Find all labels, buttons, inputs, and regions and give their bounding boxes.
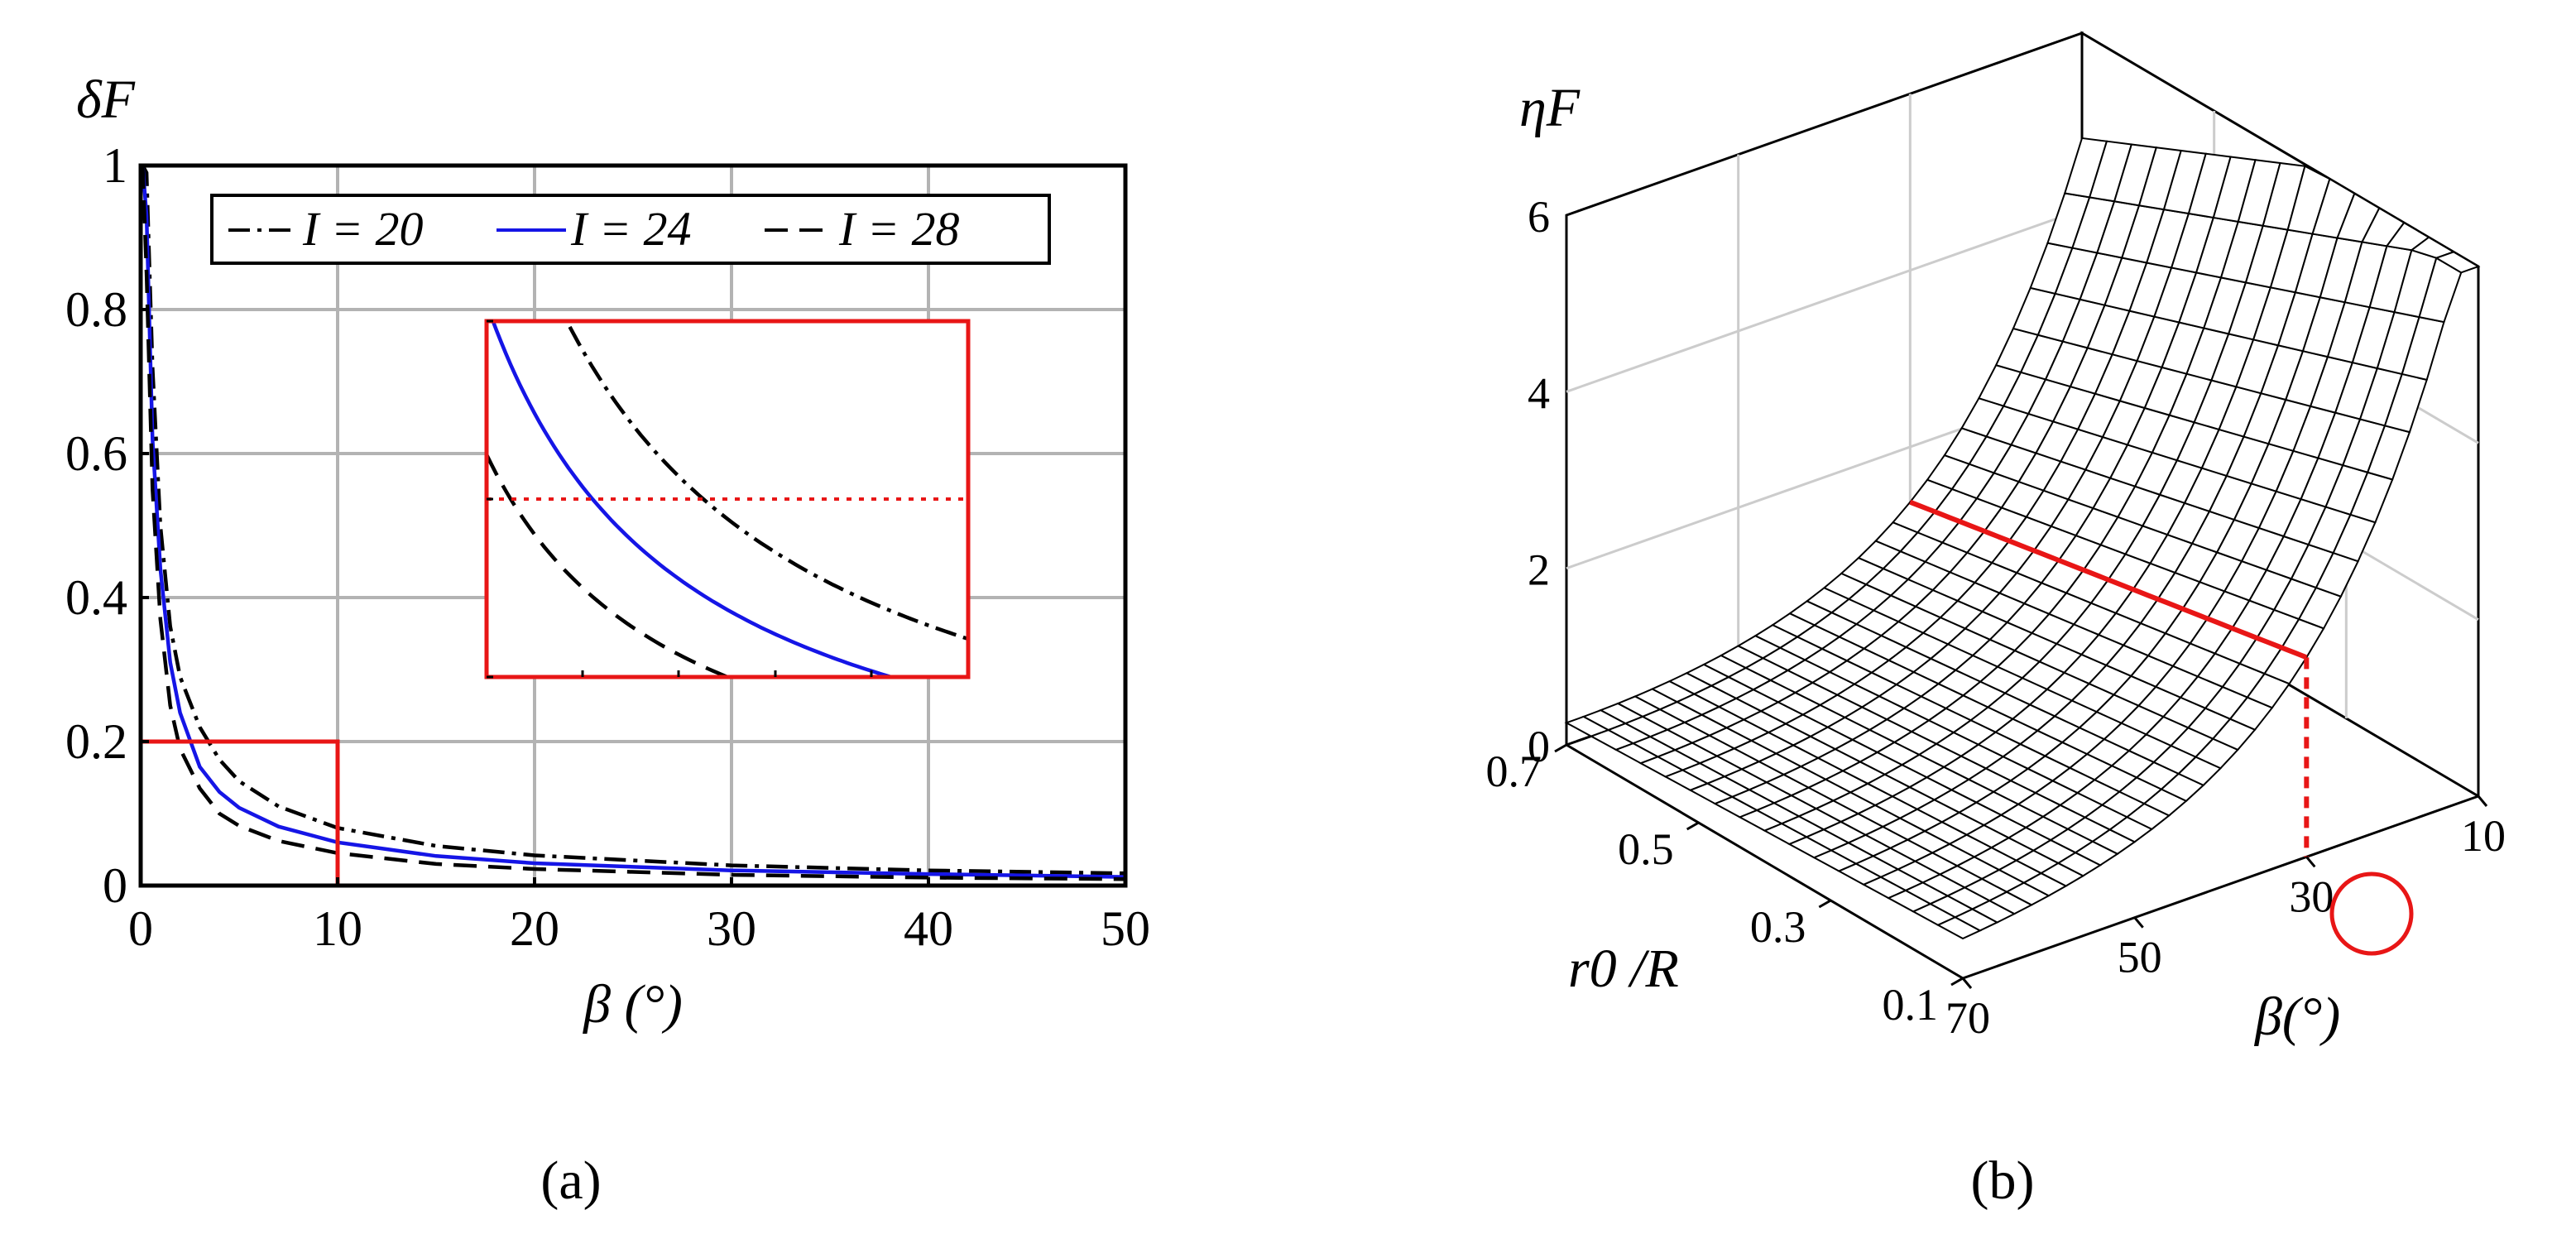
tick-beta-50 (2133, 916, 2144, 929)
tick-label-y-1: 1 (103, 138, 127, 193)
tick-beta-10 (2477, 795, 2488, 807)
series-line-I20 (141, 166, 1125, 876)
tick-label-y-0.6: 0.6 (65, 426, 127, 481)
caption-b: (b) (1971, 1150, 2035, 1211)
beta-axis-label-b: β(°) (2253, 987, 2340, 1047)
tick-label-z-0: 0 (1528, 722, 1550, 771)
series-line-I24 (141, 166, 1125, 879)
legend-label-I20: I = 20 (302, 202, 423, 256)
tick-label-y-0.4: 0.4 (65, 570, 127, 625)
tick-label-x-50: 50 (1101, 901, 1150, 956)
r-axis-label-b: r0 /R (1568, 939, 1679, 999)
tick-label-x-30: 30 (707, 901, 756, 956)
y-axis-label-a: δF (76, 70, 136, 130)
wall-grid-z-4 (1566, 208, 2083, 393)
tick-label-x-20: 20 (510, 901, 559, 956)
tick-label-x-0: 0 (128, 901, 153, 956)
zoom-inset (484, 319, 971, 679)
tick-beta-70 (1961, 977, 1973, 989)
tick-label-z-6: 6 (1528, 192, 1550, 242)
beta-30-marker-circle (2329, 871, 2414, 956)
ticks-a: 0 10 20 30 40 50 0 0.2 0.4 0.6 0.8 1 (65, 138, 1150, 956)
legend: I = 20 I = 24 I = 28 (210, 194, 1051, 265)
tick-label-x-40: 40 (904, 901, 953, 956)
tick-beta-30 (2305, 856, 2316, 868)
highlight-curve-beta-30 (1909, 499, 2310, 857)
tick-label-beta-10: 10 (2461, 811, 2506, 861)
tick-label-beta-50: 50 (2118, 933, 2162, 982)
x-axis-label-a: β (°) (582, 974, 683, 1035)
tick-label-r-0.3: 0.3 (1750, 902, 1806, 952)
z-axis-label-b: ηF (1519, 78, 1581, 138)
tick-r-0.7 (1554, 743, 1567, 753)
inset-curve-I20 (564, 321, 968, 641)
series-group-a (141, 166, 1125, 881)
zoom-inset-ticks (487, 319, 873, 679)
tick-label-y-0.2: 0.2 (65, 714, 127, 769)
highlight-curve (1909, 499, 2308, 660)
tick-r-0.5 (1686, 821, 1700, 831)
legend-label-I28: I = 28 (838, 202, 959, 256)
surface-mesh (1564, 137, 2481, 940)
caption-a: (a) (540, 1150, 601, 1211)
tick-label-beta-70: 70 (1945, 993, 1990, 1043)
line-chart-panel-a: 0 10 20 30 40 50 0 0.2 0.4 0.6 0.8 1 I = 20 I = 24 … (65, 70, 1150, 1211)
tick-label-z-2: 2 (1528, 545, 1550, 595)
tick-label-z-4: 4 (1528, 368, 1550, 418)
axes-frame-a (138, 163, 1128, 888)
tick-label-y-0.8: 0.8 (65, 282, 127, 337)
series-line-I28 (141, 166, 1125, 881)
surface-facet (2434, 251, 2481, 274)
ticks-b: 0 2 4 6 0.7 0.5 0.3 0.1 10 30 50 70 (1486, 192, 2506, 1043)
tick-label-r-0.5: 0.5 (1618, 824, 1674, 874)
tick-r-0.3 (1818, 899, 1832, 909)
tick-label-beta-30: 30 (2289, 871, 2334, 921)
tick-label-y-0: 0 (103, 858, 127, 913)
tick-label-x-10: 10 (313, 901, 362, 956)
tick-label-r-0.1: 0.1 (1883, 980, 1939, 1030)
tick-label-r-0.7: 0.7 (1486, 747, 1542, 796)
inset-curve-I28 (487, 454, 732, 677)
legend-box (210, 194, 1051, 265)
surface-chart-panel-b: 0 2 4 6 0.7 0.5 0.3 0.1 10 30 50 70 ηF r0 /R β(°) (… (1486, 31, 2506, 1211)
tick-r-0.1 (1950, 977, 1964, 987)
legend-label-I24: I = 24 (570, 202, 691, 256)
